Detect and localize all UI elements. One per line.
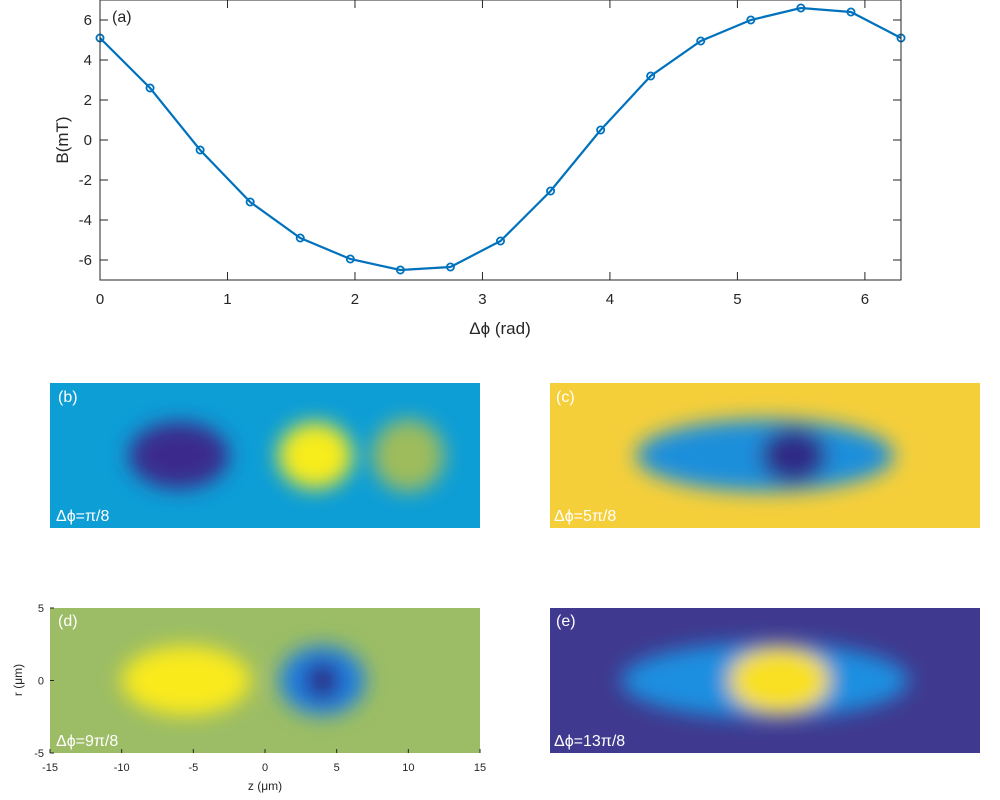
panel-label-e: (e) bbox=[556, 613, 576, 630]
heatmap-panel-e bbox=[550, 608, 980, 753]
heatmap-blob bbox=[729, 647, 830, 714]
d-y-tick-label: 0 bbox=[38, 676, 44, 688]
panel-label-d: (d) bbox=[58, 613, 78, 630]
data-point bbox=[345, 254, 355, 264]
heatmap-panel-c bbox=[550, 383, 980, 528]
data-point bbox=[395, 265, 405, 275]
y-tick-label: 6 bbox=[84, 12, 92, 29]
heatmap-blob bbox=[121, 645, 251, 716]
x-tick-label: 2 bbox=[351, 291, 359, 308]
y-tick-label: 0 bbox=[84, 132, 92, 149]
heatmap-panel-d bbox=[50, 608, 480, 753]
axes-box bbox=[99, 0, 902, 281]
data-point bbox=[295, 233, 305, 243]
heatmap-panel-b bbox=[50, 383, 480, 528]
data-point bbox=[846, 7, 856, 17]
phase-annotation-e: Δϕ=13π/8 bbox=[554, 733, 625, 750]
data-point bbox=[145, 83, 155, 93]
d-x-tick-label: 0 bbox=[262, 762, 268, 774]
heatmap-blob bbox=[128, 422, 230, 489]
phase-annotation-b: Δϕ=π/8 bbox=[56, 508, 109, 525]
phase-annotation-d: Δϕ=9π/8 bbox=[56, 733, 118, 750]
d-x-tick-label: -5 bbox=[188, 762, 198, 774]
line-chart-panel-a: 0 1 2 3 4 5 6 -6 -4 -2 0 2 4 6 (a) Δϕ (rad) B(mT) bbox=[53, 0, 906, 338]
y-axis-label: B(mT) bbox=[53, 116, 72, 163]
x-tick-label: 5 bbox=[733, 291, 741, 308]
d-y-tick-label: -5 bbox=[34, 748, 44, 760]
heatmap-blob bbox=[305, 661, 340, 700]
data-point bbox=[245, 197, 255, 207]
d-x-tick-label: 15 bbox=[474, 762, 486, 774]
y-tick-label: -6 bbox=[79, 252, 92, 269]
d-x-tick-label: 10 bbox=[402, 762, 414, 774]
plot-area bbox=[100, 0, 901, 280]
d-y-axis-label: r (μm) bbox=[11, 664, 25, 696]
data-point bbox=[495, 236, 505, 246]
data-point bbox=[646, 71, 656, 81]
data-point bbox=[696, 36, 706, 46]
data-point bbox=[195, 145, 205, 155]
d-x-tick-label: 5 bbox=[334, 762, 340, 774]
heatmap-background bbox=[50, 608, 480, 753]
x-axis-label: Δϕ (rad) bbox=[469, 319, 531, 338]
x-tick-label: 3 bbox=[478, 291, 486, 308]
heatmap-blob bbox=[760, 427, 827, 484]
series-line bbox=[99, 6, 902, 272]
x-tick-label: 0 bbox=[96, 291, 104, 308]
panel-label-b: (b) bbox=[58, 389, 78, 406]
x-tick-label: 1 bbox=[223, 291, 231, 308]
heatmap-blob bbox=[277, 422, 353, 489]
y-tick-label: -4 bbox=[79, 212, 92, 229]
data-point bbox=[746, 15, 756, 25]
heatmap-blob bbox=[372, 419, 445, 492]
panel-label-c: (c) bbox=[556, 389, 575, 406]
data-point bbox=[796, 3, 806, 13]
y-tick-label: -2 bbox=[79, 172, 92, 189]
d-x-tick-label: -15 bbox=[42, 762, 58, 774]
x-tick-label: 4 bbox=[606, 291, 614, 308]
d-y-tick-label: 5 bbox=[38, 603, 44, 615]
y-tick-label: 4 bbox=[84, 52, 92, 69]
x-tick-label: 6 bbox=[861, 291, 869, 308]
y-tick-label: 2 bbox=[84, 92, 92, 109]
data-point bbox=[445, 262, 455, 272]
phase-annotation-c: Δϕ=5π/8 bbox=[554, 508, 616, 525]
d-x-tick-label: -10 bbox=[114, 762, 130, 774]
panel-label-a: (a) bbox=[112, 9, 132, 26]
data-point bbox=[596, 125, 606, 135]
data-point bbox=[546, 186, 556, 196]
d-x-axis-label: z (μm) bbox=[248, 779, 282, 793]
